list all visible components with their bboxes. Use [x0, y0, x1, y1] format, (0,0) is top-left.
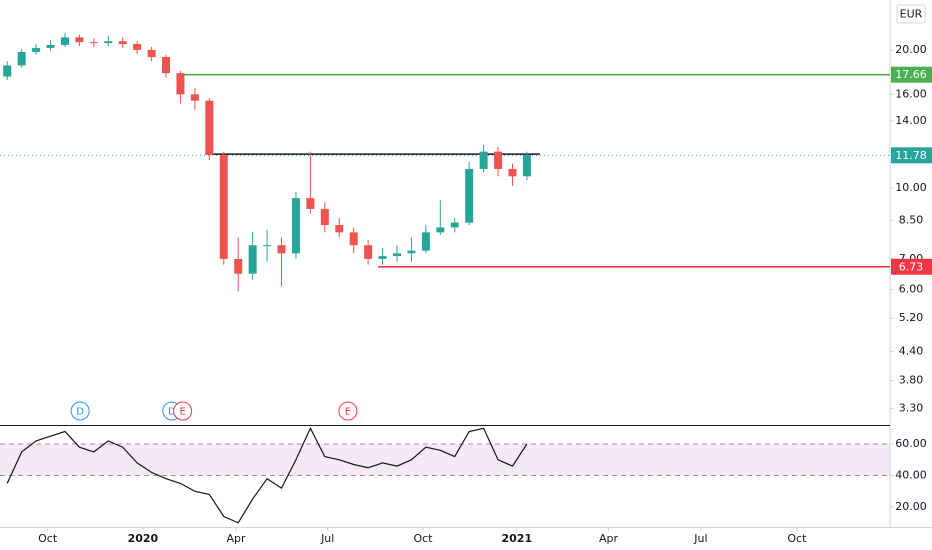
- level-label-box: [891, 147, 932, 164]
- y-tick-label: 8.50: [899, 213, 924, 226]
- candle-body: [349, 232, 358, 246]
- y-tick-label: 4.40: [899, 344, 924, 357]
- candle-body: [190, 94, 199, 101]
- candle-body: [176, 73, 185, 95]
- candle-body: [522, 154, 531, 177]
- y-tick-label: 20.00: [895, 43, 927, 56]
- candle-body: [162, 57, 171, 74]
- candle-body: [364, 245, 373, 259]
- candle-body: [306, 198, 315, 209]
- event-marker[interactable]: [338, 401, 358, 421]
- candle-body: [89, 42, 98, 44]
- candle-body: [263, 245, 272, 247]
- candle-body: [17, 51, 26, 66]
- x-tick-label: Oct: [413, 532, 433, 545]
- candle-body: [133, 44, 142, 50]
- event-marker[interactable]: [173, 401, 193, 421]
- y-tick-label: 3.30: [899, 402, 924, 415]
- candle-body: [291, 198, 300, 254]
- candle-body: [494, 151, 503, 169]
- candle-body: [104, 41, 113, 44]
- event-label: D: [76, 407, 84, 418]
- rsi-line: [6, 426, 528, 524]
- candle-body: [234, 258, 243, 274]
- candle-body: [118, 41, 127, 45]
- x-tick-label: Oct: [787, 532, 807, 545]
- x-tick-label: 2020: [128, 532, 159, 545]
- candle-body: [436, 227, 445, 233]
- candle-body: [248, 245, 257, 274]
- currency-label[interactable]: EUR: [900, 8, 923, 21]
- candle-body: [479, 151, 488, 169]
- y-tick-label: 5.20: [899, 311, 924, 324]
- x-tick-label: Oct: [38, 532, 58, 545]
- level-label-box: [891, 66, 932, 83]
- candle-body: [147, 49, 156, 58]
- candle-body: [392, 253, 401, 257]
- x-tick-label: Jul: [693, 532, 707, 545]
- y-tick-label: 3.80: [899, 374, 924, 387]
- candle-body: [450, 222, 459, 228]
- candle-body: [32, 47, 41, 52]
- level-label: 17.66: [895, 68, 927, 81]
- event-marker[interactable]: [70, 401, 90, 421]
- candle-body: [60, 37, 69, 46]
- x-tick-label: Apr: [599, 532, 619, 545]
- level-label: 11.78: [895, 149, 927, 162]
- rsi-y-tick-label: 40.00: [895, 469, 927, 482]
- x-tick-label: Apr: [227, 532, 247, 545]
- event-label: D: [168, 407, 176, 418]
- x-tick-label: Jul: [320, 532, 334, 545]
- candle-body: [46, 45, 55, 48]
- event-label: E: [345, 407, 351, 418]
- candle-body: [378, 256, 387, 259]
- y-tick-label: 10.00: [895, 181, 927, 194]
- candle-body: [407, 250, 416, 254]
- level-label-box: [891, 258, 932, 275]
- event-label: E: [179, 407, 185, 418]
- y-tick-label: 16.00: [895, 87, 927, 100]
- candle-body: [277, 245, 286, 254]
- y-tick-label: 14.00: [895, 114, 927, 127]
- candle-body: [465, 168, 474, 223]
- candle-body: [508, 168, 517, 177]
- rsi-y-tick-label: 60.00: [895, 437, 927, 450]
- currency-box[interactable]: [896, 4, 926, 24]
- candle-body: [219, 154, 228, 259]
- level-label: 6.73: [899, 260, 924, 273]
- candle-body: [75, 37, 84, 43]
- candle-body: [205, 100, 214, 155]
- candle-body: [421, 232, 430, 251]
- x-tick-label: 2021: [502, 532, 533, 545]
- rsi-y-tick-label: 20.00: [895, 500, 927, 513]
- candle-body: [320, 208, 329, 226]
- candle-body: [335, 225, 344, 233]
- candle-body: [3, 65, 12, 77]
- y-tick-label: 6.00: [899, 283, 924, 296]
